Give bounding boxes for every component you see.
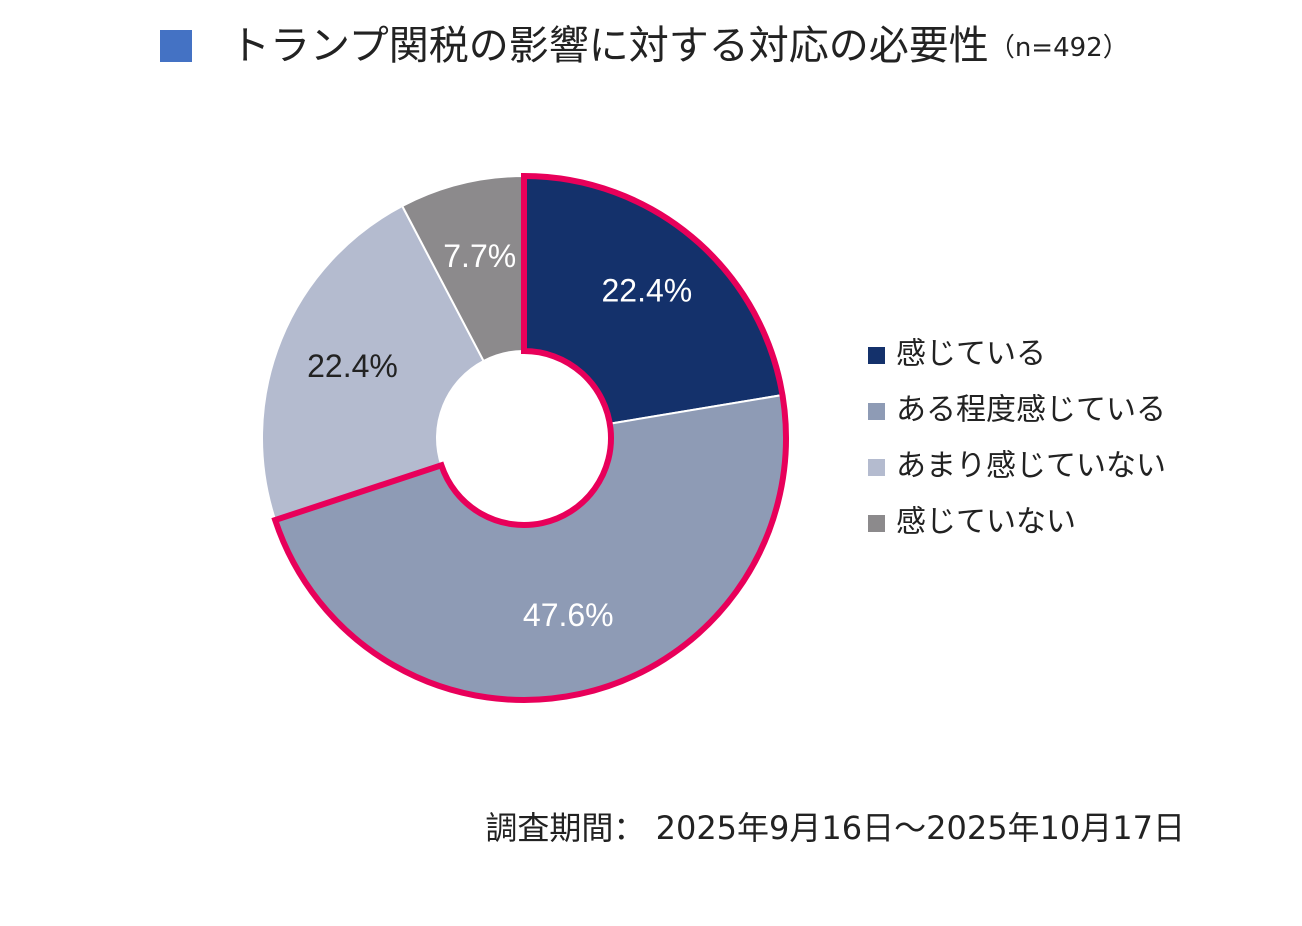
data-label: 22.4% [307, 348, 398, 384]
data-label: 7.7% [443, 238, 516, 274]
donut [261, 172, 789, 703]
data-labels: 22.4% 47.6% 22.4% 7.7% [307, 238, 692, 633]
title-main: トランプ関税の影響に対する対応の必要性 [230, 23, 989, 69]
chart-subtitle: （n=492） [989, 33, 1129, 63]
legend-swatch [868, 515, 885, 532]
legend-swatch [868, 403, 885, 420]
legend-label: 感じている [896, 337, 1046, 372]
footnote: 調査期間： 2025年9月16日～2025年10月17日 [485, 809, 1185, 847]
legend-swatch [868, 459, 885, 476]
legend-label: あまり感じていない [896, 449, 1166, 484]
legend-swatch [868, 347, 885, 364]
data-label: 47.6% [523, 597, 614, 633]
title-marker [160, 30, 192, 62]
donut-segment [261, 204, 485, 522]
highlight-outline [271, 172, 789, 703]
legend-label: 感じていない [896, 505, 1076, 540]
legend-label: ある程度感じている [896, 393, 1166, 428]
chart-title: トランプ関税の影響に対する対応の必要性（n=492） [230, 23, 1129, 69]
data-label: 22.4% [601, 273, 692, 309]
